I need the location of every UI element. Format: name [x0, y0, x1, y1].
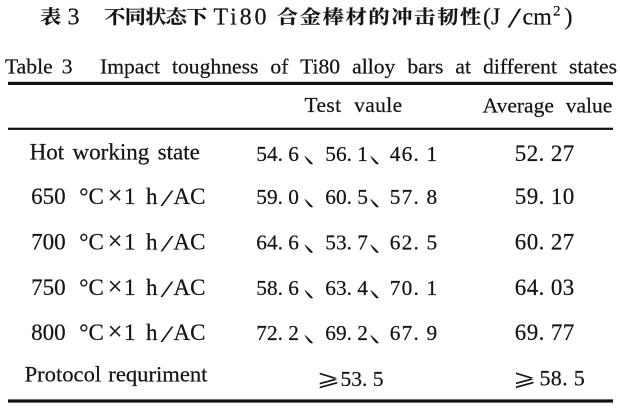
svg-text:800: 800 [31, 320, 66, 345]
svg-text:69. 2: 69. 2 [325, 321, 368, 345]
svg-text:(J: (J [483, 5, 500, 31]
svg-text:1: 1 [124, 320, 136, 345]
svg-text:64. 6: 64. 6 [256, 231, 299, 255]
svg-text:53. 5: 53. 5 [341, 367, 384, 391]
svg-text:72. 2: 72. 2 [256, 321, 299, 345]
svg-text:×: × [108, 317, 123, 346]
svg-text:×: × [108, 181, 123, 210]
svg-text:Ti80: Ti80 [214, 5, 267, 31]
svg-text:1: 1 [124, 275, 136, 300]
svg-text:h: h [146, 230, 158, 255]
svg-text:54. 6: 54. 6 [256, 142, 299, 166]
svg-text:67. 9: 67. 9 [390, 321, 439, 345]
svg-text:64. 03: 64. 03 [515, 275, 575, 300]
svg-text:Table 3: Table 3 [5, 55, 73, 79]
svg-text:cm: cm [523, 5, 553, 31]
svg-text:62. 5: 62. 5 [390, 231, 439, 255]
svg-text:×: × [108, 272, 123, 301]
svg-text:h: h [146, 320, 158, 345]
svg-text:Impact toughness of Ti80 alloy: Impact toughness of Ti80 alloy bars at d… [100, 55, 617, 79]
svg-text:Protocol requriment: Protocol requriment [25, 362, 209, 387]
svg-text:56. 1: 56. 1 [325, 142, 368, 166]
svg-text:59. 10: 59. 10 [515, 184, 575, 209]
svg-text:750: 750 [31, 275, 66, 300]
svg-text:AC: AC [174, 275, 206, 300]
svg-text:AC: AC [174, 184, 206, 209]
svg-text:53. 7: 53. 7 [325, 231, 368, 255]
svg-text:650: 650 [31, 184, 66, 209]
svg-text:2: 2 [553, 4, 561, 20]
svg-text:1: 1 [124, 184, 136, 209]
svg-text:Hot working state: Hot working state [30, 140, 200, 165]
svg-text:AC: AC [174, 230, 206, 255]
svg-text:Test vaule: Test vaule [305, 93, 403, 117]
svg-text:70. 1: 70. 1 [390, 276, 439, 300]
svg-text:Average value: Average value [483, 93, 613, 117]
svg-text:°C: °C [79, 320, 104, 345]
svg-text:°C: °C [79, 230, 104, 255]
svg-text:h: h [146, 275, 158, 300]
svg-text:AC: AC [174, 320, 206, 345]
svg-text:63. 4: 63. 4 [325, 276, 368, 300]
svg-text:57. 8: 57. 8 [390, 185, 439, 209]
svg-text:69. 77: 69. 77 [515, 320, 575, 345]
svg-text:60. 5: 60. 5 [325, 185, 368, 209]
svg-text:h: h [146, 184, 158, 209]
svg-text:°C: °C [79, 184, 104, 209]
svg-text:58. 5: 58. 5 [540, 366, 586, 391]
svg-text:700: 700 [31, 230, 66, 255]
svg-text:3: 3 [68, 5, 80, 31]
svg-text:): ) [565, 5, 573, 31]
svg-text:1: 1 [124, 230, 136, 255]
svg-text:59. 0: 59. 0 [256, 185, 299, 209]
svg-text:52. 27: 52. 27 [515, 141, 575, 166]
svg-text:46. 1: 46. 1 [390, 142, 439, 166]
svg-text:×: × [108, 227, 123, 256]
svg-text:60. 27: 60. 27 [515, 230, 575, 255]
svg-text:58. 6: 58. 6 [256, 276, 299, 300]
svg-text:°C: °C [79, 275, 104, 300]
